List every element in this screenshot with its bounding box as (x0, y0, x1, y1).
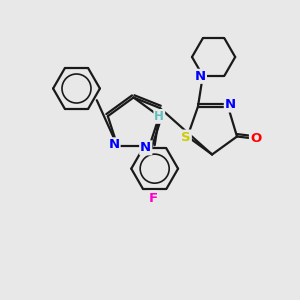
Text: N: N (109, 138, 120, 151)
Text: N: N (140, 141, 151, 154)
Text: F: F (148, 192, 158, 205)
Text: O: O (250, 131, 261, 145)
Text: H: H (154, 110, 164, 123)
Text: S: S (181, 130, 191, 144)
Text: N: N (195, 70, 206, 83)
Text: N: N (225, 98, 236, 112)
